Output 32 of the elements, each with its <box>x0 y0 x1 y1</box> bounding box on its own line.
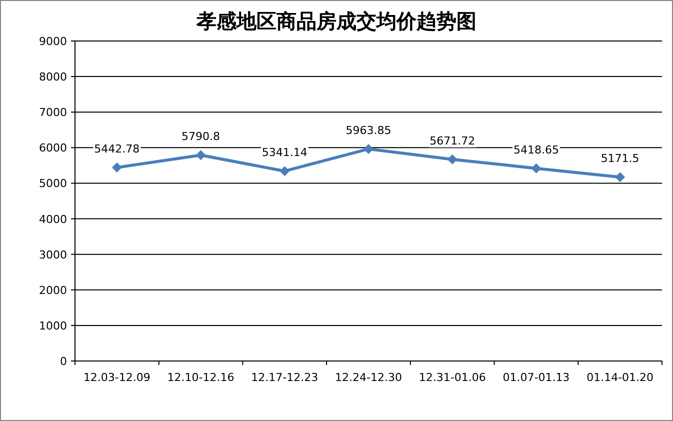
point <box>280 166 290 176</box>
data-label: 5171.5 <box>600 152 640 166</box>
y-tick-label: 9000 <box>39 35 67 48</box>
data-label: 5442.78 <box>94 142 140 156</box>
y-tick-label: 2000 <box>39 284 67 297</box>
data-label: 5790.8 <box>182 130 220 144</box>
point <box>615 172 626 182</box>
x-tick-label: 12.17-12.23 <box>251 371 318 384</box>
x-tick-label: 12.24-12.30 <box>335 371 402 384</box>
x-tick-label: 12.10-12.16 <box>167 371 234 384</box>
y-tick-label: 1000 <box>39 319 67 332</box>
y-tick-label: 3000 <box>39 248 67 262</box>
point <box>531 163 542 174</box>
x-tick-label: 12.31-01.06 <box>418 371 486 384</box>
x-tick-label: 12.03-12.09 <box>83 371 150 384</box>
y-tick-label: 5000 <box>39 177 67 190</box>
x-tick-label: 01.07-01.13 <box>502 371 570 384</box>
x-tick-label: 01.14-01.20 <box>586 371 654 384</box>
data-label: 5671.72 <box>430 134 476 148</box>
data-label: 5341.14 <box>262 146 308 160</box>
y-tick-label: 8000 <box>39 70 67 84</box>
point <box>196 150 206 160</box>
y-tick-label: 4000 <box>39 212 67 226</box>
y-tick-label: 7000 <box>39 106 67 120</box>
y-tick-label: 0 <box>60 355 67 368</box>
chart-title: 孝感地区商品房成交均价趋势图 <box>196 9 476 33</box>
point <box>112 162 122 172</box>
data-label: 5418.65 <box>513 143 559 156</box>
y-tick-label: 6000 <box>39 142 67 155</box>
point <box>364 144 374 154</box>
data-label: 5963.85 <box>346 124 392 137</box>
point <box>447 154 458 164</box>
